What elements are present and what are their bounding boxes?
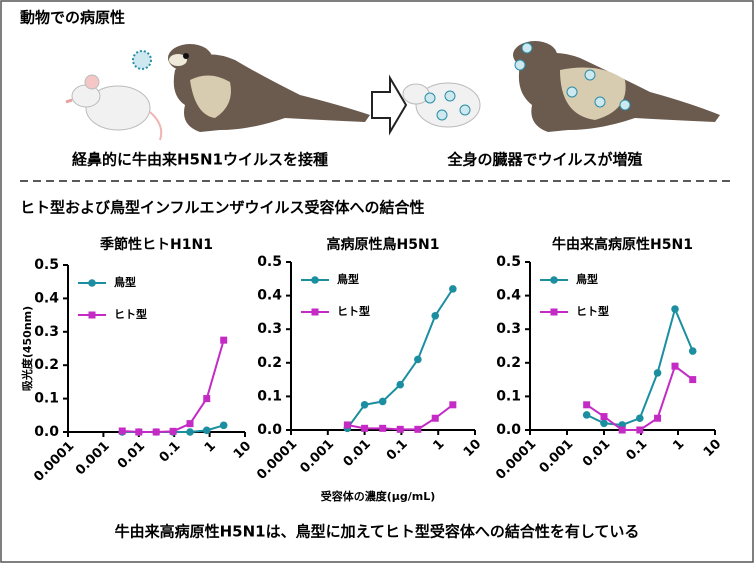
marker: [449, 401, 457, 409]
marker: [169, 427, 177, 435]
y-tick-label: 0.0: [496, 422, 521, 438]
marker: [186, 420, 194, 428]
virus-icon: [132, 50, 152, 70]
y-tick-label: 0.2: [34, 357, 59, 373]
marker: [654, 414, 662, 422]
y-tick-label: 0.0: [34, 424, 59, 440]
legend-label: ヒト型: [576, 304, 609, 318]
legend-label: 鳥型: [114, 275, 136, 289]
subtitle: ヒト型および鳥型インフルエンザウイルス受容体への結合性: [20, 199, 425, 217]
marker: [118, 427, 126, 435]
marker: [135, 428, 143, 436]
marker: [414, 425, 422, 433]
mouse-illustration: [402, 82, 481, 128]
y-tick-label: 0.4: [34, 290, 59, 306]
marker: [449, 285, 457, 293]
caption: 全身の臓器でウイルスが増殖: [446, 151, 642, 169]
marker: [671, 362, 679, 370]
caption: 経鼻的に牛由来H5N1ウイルスを接種: [72, 151, 328, 169]
marker: [689, 376, 697, 384]
y-tick-label: 0.1: [496, 388, 521, 404]
marker: [671, 305, 679, 313]
marker: [636, 414, 644, 423]
marker: [600, 413, 608, 421]
y-tick-label: 0.2: [496, 355, 521, 371]
section-title: 動物での病原性: [20, 9, 125, 27]
legend-marker: [311, 276, 319, 284]
y-tick-label: 0.3: [496, 321, 521, 337]
marker: [600, 419, 608, 428]
marker: [343, 421, 351, 429]
ferret-illustration: [513, 41, 720, 133]
arrow: [371, 74, 408, 136]
marker: [203, 395, 211, 403]
marker: [379, 424, 387, 432]
y-tick-label: 0.4: [257, 288, 282, 304]
mouse-illustration: [65, 74, 163, 141]
legend-marker: [88, 279, 96, 287]
y-tick-label: 0.3: [257, 321, 282, 337]
marker: [360, 401, 369, 409]
y-tick-label: 0.5: [257, 254, 282, 270]
marker: [688, 347, 697, 355]
marker: [618, 426, 626, 434]
y-tick-label: 0.4: [496, 288, 521, 304]
ferret-illustration: [168, 44, 370, 132]
legend-label: ヒト型: [337, 304, 370, 318]
legend-label: 鳥型: [337, 272, 359, 286]
y-tick-label: 0.1: [257, 388, 282, 404]
marker: [186, 428, 194, 436]
marker: [431, 311, 440, 320]
x-axis-label: 受容体の濃度(μg/mL): [321, 489, 436, 503]
legend-marker: [88, 311, 96, 319]
legend-marker: [311, 308, 319, 316]
marker: [396, 425, 404, 433]
y-tick-label: 0.3: [34, 324, 59, 340]
marker: [361, 424, 369, 432]
y-axis-label: 吸光度(450nm): [20, 306, 34, 391]
marker: [219, 421, 228, 430]
marker: [378, 397, 387, 406]
marker: [396, 380, 405, 389]
chart-title: 高病原性鳥H5N1: [327, 236, 440, 253]
marker: [202, 426, 211, 435]
legend-label: ヒト型: [114, 307, 147, 321]
chart-title: 牛由来高病原性H5N1: [552, 236, 693, 253]
marker: [414, 355, 422, 364]
y-tick-label: 0.5: [496, 254, 521, 270]
y-tick-label: 0.5: [34, 257, 59, 273]
marker: [653, 369, 662, 377]
legend-marker: [550, 276, 558, 284]
y-tick-label: 0.1: [34, 391, 59, 407]
conclusion: 牛由来高病原性H5N1は、鳥型に加えてヒト型受容体への結合性を有している: [115, 523, 640, 541]
marker: [152, 428, 160, 436]
marker: [220, 336, 228, 344]
marker: [582, 411, 591, 419]
y-tick-label: 0.2: [257, 355, 282, 371]
legend-label: 鳥型: [576, 272, 598, 286]
marker: [583, 401, 591, 409]
legend-marker: [550, 308, 558, 316]
y-tick-label: 0.0: [257, 422, 282, 438]
marker: [636, 426, 644, 434]
chart-title: 季節性ヒトH1N1: [99, 236, 213, 253]
marker: [431, 414, 439, 422]
